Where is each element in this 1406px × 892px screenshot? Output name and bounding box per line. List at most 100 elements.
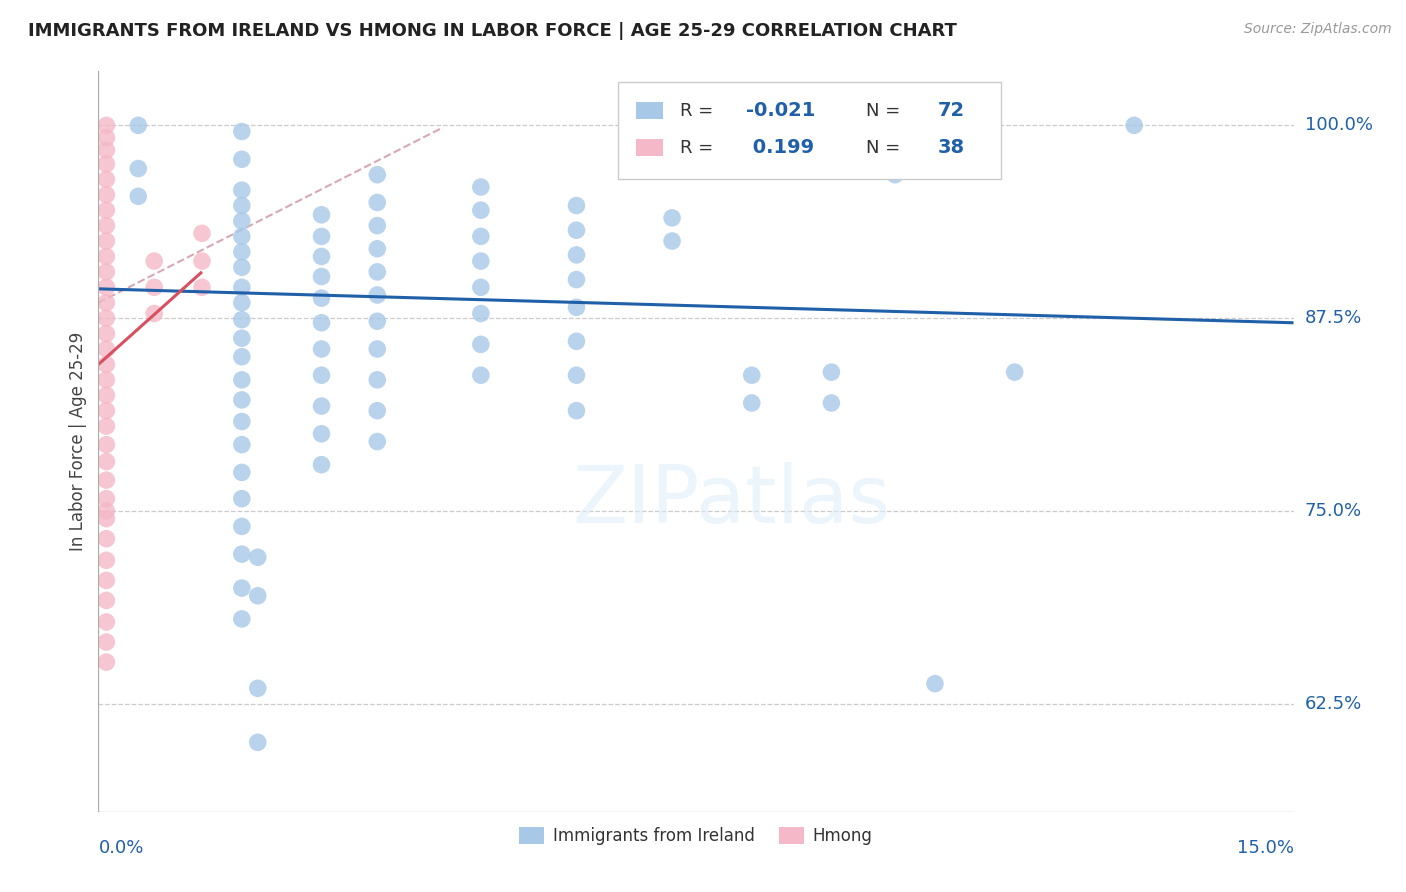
Point [470,337,492,351]
Point [366,265,388,279]
Point [366,195,388,210]
Text: R =: R = [681,102,720,120]
Point [96,311,118,326]
Point [366,219,388,233]
Text: 38: 38 [938,138,965,157]
Point [366,373,388,387]
Point [1123,119,1146,133]
Point [96,511,118,525]
Point [311,368,333,383]
Point [231,295,253,310]
Point [96,143,118,157]
Point [96,130,118,145]
Point [311,399,333,413]
Point [311,458,333,472]
Point [565,301,588,315]
Point [143,254,166,268]
Point [96,342,118,356]
Point [231,153,253,167]
Point [231,124,253,138]
Point [231,214,253,228]
Point [231,350,253,364]
Point [96,203,118,218]
Text: 62.5%: 62.5% [1305,695,1362,713]
Point [741,396,763,410]
Point [311,426,333,441]
Point [311,291,333,305]
Point [127,119,149,133]
Point [661,211,683,225]
Point [96,419,118,434]
Point [231,331,253,345]
Point [96,574,118,588]
Point [246,681,269,696]
Point [366,434,388,449]
Point [741,368,763,383]
Text: -0.021: -0.021 [747,101,815,120]
Y-axis label: In Labor Force | Age 25-29: In Labor Force | Age 25-29 [69,332,87,551]
Text: N =: N = [866,102,905,120]
Point [96,373,118,387]
Text: IMMIGRANTS FROM IRELAND VS HMONG IN LABOR FORCE | AGE 25-29 CORRELATION CHART: IMMIGRANTS FROM IRELAND VS HMONG IN LABO… [28,22,957,40]
Point [231,466,253,480]
Point [565,368,588,383]
Point [565,403,588,417]
Point [470,229,492,244]
Point [884,168,907,182]
Text: N =: N = [866,138,905,157]
Point [231,581,253,595]
FancyBboxPatch shape [637,139,662,156]
Point [246,550,269,565]
Point [820,365,842,379]
Point [191,227,214,241]
Point [924,676,946,690]
Text: R =: R = [681,138,720,157]
Text: 75.0%: 75.0% [1305,502,1362,520]
Point [820,396,842,410]
Point [366,242,388,256]
Point [96,265,118,279]
Point [96,249,118,264]
Point [191,280,214,294]
Text: ZIPatlas: ZIPatlas [572,462,891,540]
Text: 87.5%: 87.5% [1305,310,1362,327]
Point [96,491,118,506]
Point [231,547,253,561]
Point [246,735,269,749]
Point [96,473,118,487]
Point [366,314,388,328]
Point [231,198,253,212]
Text: 72: 72 [938,101,965,120]
Point [661,234,683,248]
Point [565,272,588,286]
Point [96,172,118,186]
Text: 15.0%: 15.0% [1236,839,1294,857]
Point [143,280,166,294]
Point [231,373,253,387]
Point [366,342,388,356]
Point [96,655,118,669]
Point [311,316,333,330]
Point [366,288,388,302]
Point [127,161,149,176]
Text: Source: ZipAtlas.com: Source: ZipAtlas.com [1244,22,1392,37]
Point [96,454,118,468]
Point [470,368,492,383]
Point [96,388,118,402]
Point [565,248,588,262]
Point [565,334,588,349]
Point [96,504,118,518]
Point [96,593,118,607]
Point [96,234,118,248]
Point [231,612,253,626]
Point [231,260,253,275]
Point [191,254,214,268]
Point [231,519,253,533]
Point [96,295,118,310]
Point [565,198,588,212]
Text: 100.0%: 100.0% [1305,116,1372,135]
Point [127,189,149,203]
Point [96,403,118,417]
Point [1004,365,1026,379]
Point [96,437,118,451]
